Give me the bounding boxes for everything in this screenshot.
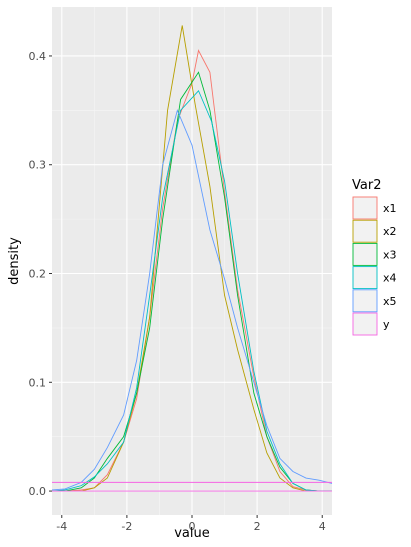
x-tick-label: -4	[56, 520, 67, 533]
y-tick-label: 0.1	[29, 376, 47, 389]
legend-key-x4	[352, 266, 378, 290]
legend-item-x2: x2	[352, 219, 397, 243]
legend-label-x3: x3	[383, 248, 397, 261]
series-line-x2	[52, 25, 332, 492]
legend-item-x5: x5	[352, 289, 397, 313]
legend: Var2 x1 x2 x3 x4 x5 y	[352, 178, 397, 336]
y-tick-label: 0.0	[29, 485, 47, 498]
y-tick-label: 0.2	[29, 268, 47, 281]
series-line-x3	[52, 71, 332, 492]
legend-key-x1	[352, 196, 378, 220]
y-tick-label: 0.4	[29, 50, 47, 63]
legend-title: Var2	[352, 178, 381, 193]
series-line-x1	[52, 49, 332, 492]
y-axis: 0.0 0.1 0.2 0.3 0.4	[29, 50, 52, 498]
x-axis: -4 -2 0 2 4	[56, 515, 326, 533]
series-line-x4	[51, 89, 332, 492]
legend-label-x1: x1	[383, 202, 397, 215]
x-tick-label: -2	[121, 520, 132, 533]
legend-key-x3	[352, 242, 378, 266]
series-layer	[51, 25, 333, 492]
y-tick-label: 0.3	[29, 159, 47, 172]
legend-label-y: y	[383, 318, 390, 331]
x-tick-label: 4	[319, 520, 326, 533]
x-tick-label: 2	[254, 520, 261, 533]
x-axis-title: value	[174, 526, 210, 541]
y-axis-title: density	[7, 237, 22, 285]
legend-key-y	[352, 312, 378, 336]
legend-item-x3: x3	[352, 242, 397, 266]
legend-label-x4: x4	[383, 272, 397, 285]
legend-item-y: y	[352, 312, 390, 336]
series-line-x5	[51, 108, 333, 491]
legend-label-x2: x2	[383, 225, 397, 238]
legend-key-x5	[352, 289, 378, 313]
legend-key-x2	[352, 219, 378, 243]
legend-item-x1: x1	[352, 196, 397, 220]
legend-item-x4: x4	[352, 266, 397, 290]
x-tick-label: 0	[189, 520, 196, 533]
legend-label-x5: x5	[383, 295, 397, 308]
